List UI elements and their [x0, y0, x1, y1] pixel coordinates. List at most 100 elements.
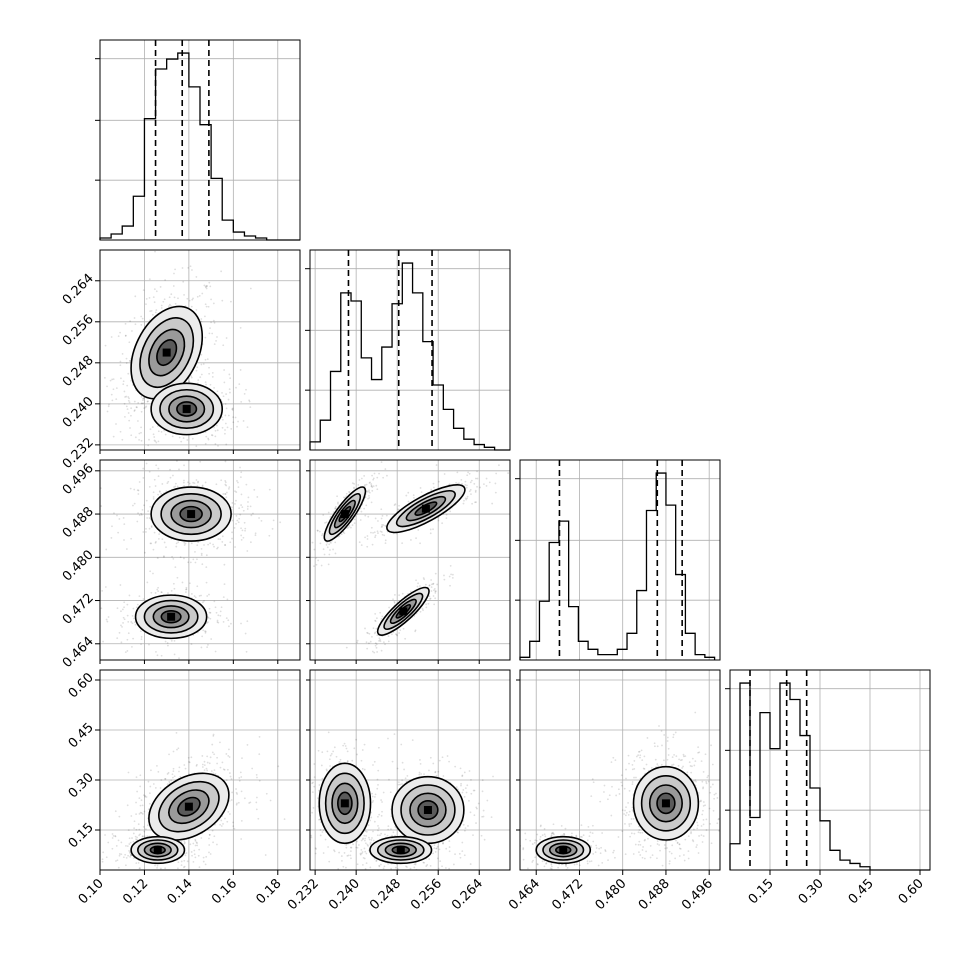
scatter-point [123, 523, 126, 526]
scatter-point [111, 378, 114, 381]
scatter-point [178, 770, 180, 773]
scatter-point [125, 405, 128, 408]
scatter-point [219, 538, 222, 541]
scatter-point [203, 769, 206, 771]
scatter-point [102, 640, 104, 643]
scatter-point [137, 861, 140, 864]
scatter-point [442, 841, 445, 843]
scatter-point [111, 847, 114, 850]
scatter-point [469, 481, 472, 484]
scatter-point [321, 777, 324, 780]
scatter-point [338, 851, 341, 854]
scatter-point [240, 539, 243, 541]
scatter-point [346, 527, 349, 529]
scatter-point [137, 823, 140, 826]
scatter-point [212, 733, 215, 736]
scatter-point [343, 852, 346, 854]
scatter-point [470, 792, 473, 795]
scatter-point [404, 777, 407, 780]
scatter-point [412, 494, 415, 497]
scatter-point [307, 538, 309, 540]
scatter-point [356, 863, 359, 866]
scatter-point [166, 642, 169, 644]
scatter-point [243, 797, 246, 800]
scatter-point [445, 513, 448, 516]
scatter-point [380, 832, 383, 835]
scatter-point [216, 621, 219, 623]
scatter-point [208, 834, 211, 836]
scatter-point [317, 749, 320, 752]
scatter-point [250, 514, 253, 517]
scatter-point [638, 851, 640, 854]
scatter-point [465, 498, 468, 501]
scatter-point [152, 491, 155, 494]
scatter-point [326, 546, 329, 549]
scatter-point [388, 778, 390, 781]
scatter-point [221, 541, 224, 543]
scatter-point [221, 299, 224, 302]
scatter-point [204, 381, 207, 384]
scatter-point [464, 484, 467, 486]
scatter-point [202, 629, 205, 632]
scatter-point [164, 777, 166, 780]
scatter-point [380, 531, 383, 533]
scatter-point [522, 471, 524, 473]
scatter-point [201, 635, 204, 638]
scatter-point [366, 843, 369, 846]
scatter-point [190, 756, 193, 759]
scatter-point [461, 850, 464, 852]
scatter-point [334, 507, 337, 509]
scatter-point [139, 867, 141, 870]
scatter-point [236, 793, 239, 795]
scatter-point [210, 770, 213, 772]
scatter-point [663, 734, 666, 736]
scatter-point [318, 530, 321, 533]
scatter-point [164, 867, 167, 870]
scatter-point [449, 510, 452, 513]
scatter-point [125, 357, 128, 360]
scatter-point [174, 268, 176, 271]
scatter-point [116, 514, 118, 517]
scatter-point [338, 761, 341, 763]
scatter-point [366, 647, 369, 650]
scatter-point [246, 426, 249, 429]
scatter-point [398, 632, 401, 634]
scatter-point [439, 860, 442, 863]
scatter-point [154, 485, 157, 487]
scatter-point [228, 388, 231, 391]
scatter-point [211, 371, 214, 374]
scatter-point [121, 352, 124, 355]
scatter-point [129, 427, 131, 429]
scatter-point [364, 514, 367, 517]
scatter-point [168, 753, 170, 756]
scatter-point [224, 429, 226, 431]
density-contour [323, 486, 367, 542]
scatter-point [372, 477, 375, 480]
scatter-point [178, 436, 181, 439]
scatter-point [122, 517, 125, 519]
scatter-point [202, 860, 205, 863]
scatter-point [202, 856, 205, 859]
scatter-point [230, 300, 232, 303]
scatter-point [378, 472, 380, 475]
scatter-point [236, 802, 238, 805]
scatter-point [373, 531, 376, 534]
scatter-point [145, 796, 148, 798]
scatter-point [170, 639, 173, 642]
scatter-point [407, 491, 410, 494]
scatter-point [147, 510, 150, 513]
scatter-point [350, 846, 353, 849]
scatter-point [205, 622, 208, 625]
scatter-point [705, 780, 708, 783]
scatter-point [201, 755, 204, 757]
scatter-point [409, 867, 412, 870]
scatter-point [401, 542, 404, 545]
scatter-point [128, 341, 131, 344]
scatter-point [456, 831, 459, 834]
scatter-point [374, 517, 377, 520]
density-contour [156, 339, 178, 367]
scatter-point [152, 496, 155, 498]
scatter-point [105, 618, 108, 621]
scatter-point [342, 865, 345, 868]
scatter-point [363, 507, 366, 510]
